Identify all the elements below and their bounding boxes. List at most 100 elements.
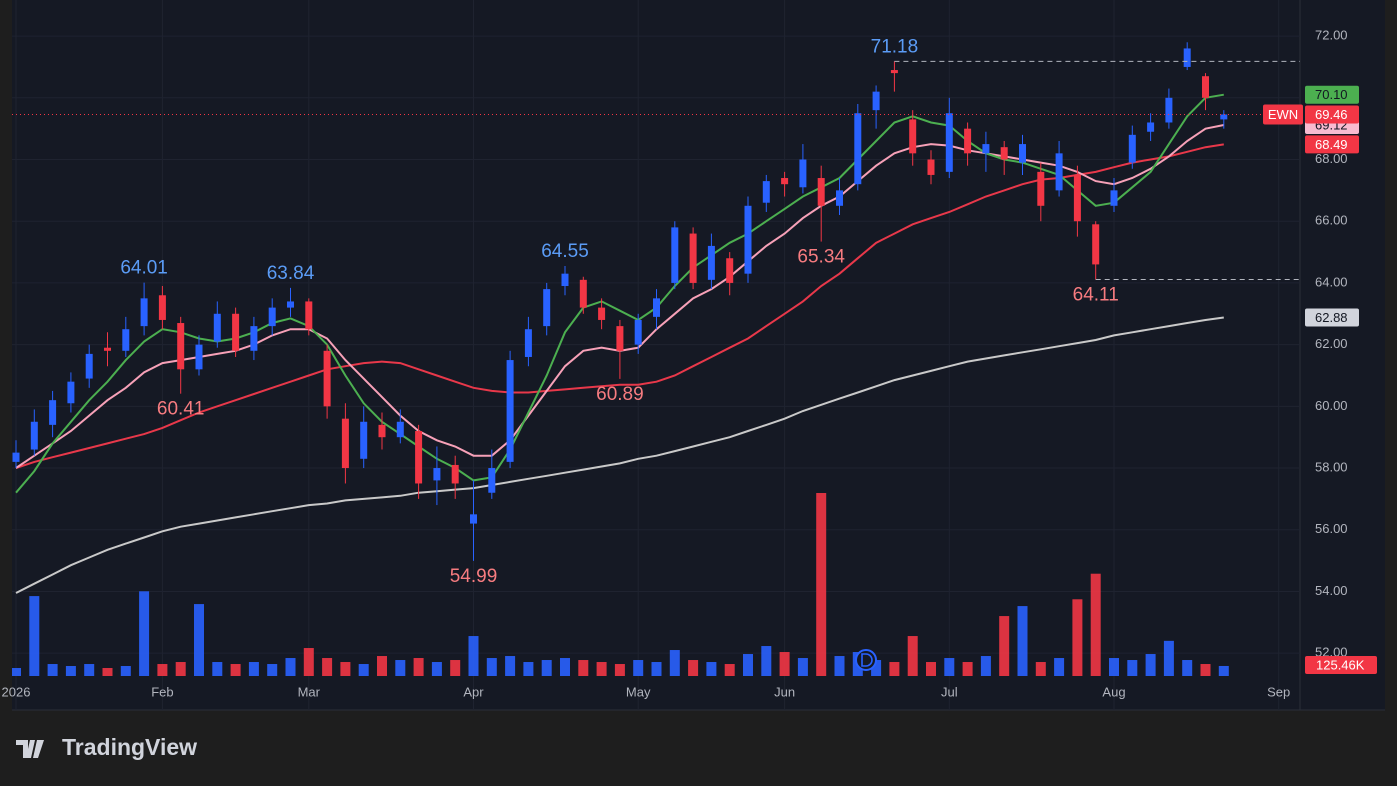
volume-bar: [724, 664, 735, 676]
volume-bar: [743, 654, 753, 676]
volume-label-box: [1305, 656, 1377, 674]
volume-bar: [1127, 660, 1138, 676]
volume-bar: [907, 636, 918, 676]
candle-body: [1019, 144, 1026, 163]
moving-average: [15, 316, 1224, 594]
volume-bar: [1163, 640, 1174, 676]
high-label: 71.18: [871, 36, 919, 57]
volume-bar: [230, 664, 241, 676]
volume-bar: [413, 658, 424, 676]
volume-bar: [871, 660, 882, 676]
volume-bar: [706, 662, 717, 676]
volume-bar: [450, 660, 461, 676]
low-label: 65.34: [797, 247, 845, 268]
candle-body: [341, 418, 349, 469]
price-label: 69.46: [1315, 107, 1348, 122]
volume-bar: [980, 656, 991, 676]
candle-body: [433, 468, 441, 481]
x-tick-label: Apr: [463, 684, 484, 699]
x-tick-label: Sep: [1267, 684, 1290, 699]
volume-bar: [523, 662, 534, 676]
candle-body: [1000, 147, 1008, 160]
candle-body: [1110, 190, 1118, 206]
dividend-glyph: [861, 653, 873, 667]
volume-bar: [84, 664, 95, 676]
volume-bar: [212, 662, 223, 676]
price-axis: 52.00 54.00 56.00 58.00 60.00 62.00 64.00 66.00…: [1305, 28, 1377, 674]
candle-body: [616, 326, 624, 351]
x-tick-label: Mar: [298, 684, 321, 699]
low-label: 54.99: [450, 566, 498, 587]
volume-bar: [669, 650, 680, 676]
candle-body: [396, 421, 404, 438]
brand-name: TradingView: [62, 734, 197, 760]
volume-bar: [29, 596, 40, 676]
y-tick-label: 66.00: [1315, 213, 1348, 228]
candle-body: [982, 144, 990, 154]
y-tick-label: 60.00: [1315, 398, 1348, 413]
candle-body: [30, 421, 38, 450]
candle-body: [67, 381, 75, 404]
high-label: 64.01: [120, 258, 168, 279]
volume-bar: [1054, 658, 1065, 676]
high-label: 63.84: [267, 263, 315, 284]
candle-body: [232, 313, 240, 351]
volume-bar: [1090, 573, 1101, 676]
volume-bar: [560, 658, 570, 676]
candle-body: [890, 70, 898, 74]
volume-bar: [1017, 606, 1028, 676]
y-tick-label: 72.00: [1315, 28, 1348, 43]
candle-body: [836, 190, 843, 206]
volume-bar: [633, 660, 644, 676]
candle-body: [1092, 224, 1100, 265]
candle-body: [323, 350, 331, 407]
candle-body: [945, 113, 953, 172]
candle-body: [287, 301, 294, 308]
candle-body: [543, 289, 551, 327]
brand-logo: TradingView: [16, 734, 197, 760]
volume-bar: [102, 668, 113, 676]
candle-body: [140, 298, 148, 327]
candle-body: [1183, 48, 1191, 67]
low-label: 60.41: [157, 399, 205, 420]
volume-bar: [120, 666, 131, 676]
candle-body: [872, 91, 880, 111]
x-tick-label: Jun: [774, 684, 795, 699]
x-tick-label: Feb: [151, 684, 173, 699]
candle-body: [488, 468, 496, 493]
candle-body: [250, 326, 258, 351]
volume-bar: [468, 636, 479, 676]
volume-label: 125.46K: [1316, 657, 1365, 672]
volume-bar: [431, 662, 442, 676]
volume-bar: [505, 656, 516, 676]
candle-body: [378, 424, 386, 438]
volume-bar: [65, 666, 76, 676]
candle-body: [964, 128, 972, 154]
volume-bar: [486, 658, 497, 676]
volume-bar: [541, 660, 552, 676]
ma-red-label-box: [1305, 135, 1359, 154]
candle-body: [854, 113, 862, 185]
price-label-box: [1305, 105, 1359, 124]
y-tick-label: 52.00: [1315, 645, 1348, 660]
candle-body: [177, 323, 185, 370]
candle-body: [1202, 76, 1209, 98]
volume-bar: [322, 658, 333, 676]
candle-body: [1165, 97, 1173, 123]
candle-body: [104, 347, 111, 351]
volume-bar: [285, 658, 296, 676]
candle-body: [744, 205, 752, 274]
candle-body: [524, 329, 532, 357]
volume-bar: [395, 660, 406, 676]
volume-bar: [194, 604, 204, 676]
high-label: 64.55: [541, 241, 589, 262]
volume-bar: [797, 658, 808, 676]
candle-body: [122, 329, 130, 351]
ma-green-label: 70.10: [1315, 87, 1348, 102]
plot-area: 64.01 63.84 64.55 71.18 60.41 54.99 60.89 65.34…: [12, 0, 1300, 710]
volume-bar: [761, 646, 772, 676]
candle-body: [817, 178, 825, 206]
candle-body: [927, 159, 935, 175]
